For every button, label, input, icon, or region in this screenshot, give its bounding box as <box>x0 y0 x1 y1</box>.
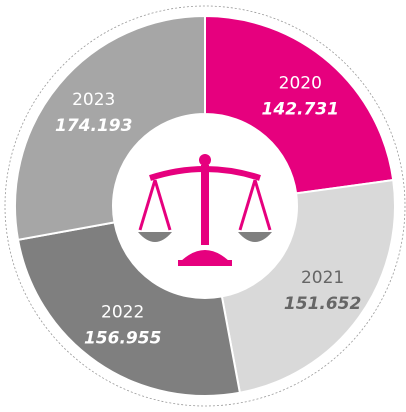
value-label: 156.955 <box>84 328 161 348</box>
value-label: 174.193 <box>55 116 132 136</box>
outer-outline <box>4 5 406 407</box>
category-label: 2023 <box>72 90 115 110</box>
labels: 2020 142.731 2021 151.652 2022 156.955 2023 174… <box>55 74 361 349</box>
category-label: 2021 <box>301 268 344 288</box>
scales-icon <box>138 154 272 266</box>
category-label: 2022 <box>101 302 144 322</box>
value-label: 151.652 <box>284 294 361 314</box>
category-label: 2020 <box>279 74 322 94</box>
value-label: 142.731 <box>262 100 339 120</box>
scale-pans <box>138 232 272 242</box>
slices <box>14 14 396 397</box>
